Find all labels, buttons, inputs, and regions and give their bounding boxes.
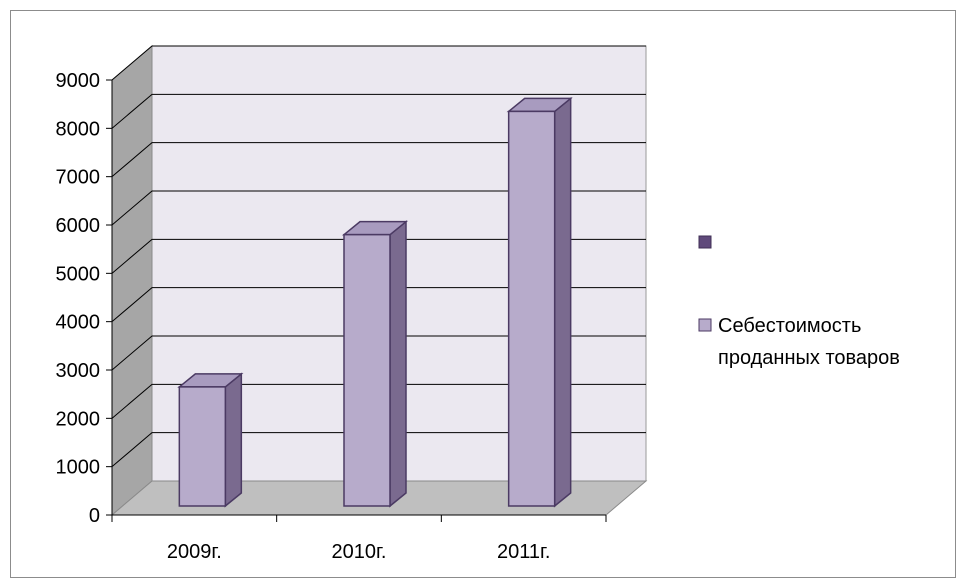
bar-side	[389, 220, 407, 508]
y-tick-label: 0	[89, 505, 100, 527]
bar-front	[178, 386, 227, 507]
legend-entry: Себестоимость проданных товаров	[698, 315, 900, 369]
y-tick-label: 7000	[56, 167, 101, 189]
gridline	[111, 45, 646, 81]
legend: Себестоимость проданных товаров	[698, 235, 900, 369]
gridlines	[111, 45, 646, 468]
gridline	[111, 383, 646, 419]
y-tick-label: 6000	[56, 215, 101, 237]
gridline	[111, 142, 646, 178]
bar-front	[343, 233, 391, 507]
x-category-label: 2009г.	[167, 541, 222, 563]
y-tick-label: 2000	[56, 408, 101, 430]
bars	[177, 96, 573, 508]
legend-swatch	[698, 318, 712, 332]
gridline	[111, 238, 646, 274]
bar-front	[507, 110, 556, 507]
y-tick-label: 9000	[56, 70, 101, 92]
bar	[177, 372, 244, 508]
y-tick-label: 3000	[56, 360, 101, 382]
bar-side	[224, 372, 243, 508]
x-axis-category-labels: 2009г. 2010г. 2011г.	[167, 541, 550, 563]
y-axis-tick-labels: 0 1000 2000 3000 4000 5000 6000 7000 8000 9000	[56, 70, 101, 527]
x-category-label: 2010г.	[332, 541, 387, 563]
bar-side	[553, 96, 572, 508]
gridline	[111, 190, 646, 226]
legend-swatch	[698, 235, 712, 249]
y-tick-label: 1000	[56, 457, 101, 479]
axes	[106, 79, 607, 522]
gridline	[111, 93, 646, 129]
y-tick-label: 8000	[56, 118, 101, 140]
x-category-label: 2011г.	[497, 541, 550, 563]
gridline	[111, 335, 646, 371]
gridline	[111, 432, 646, 468]
y-tick-label: 4000	[56, 312, 101, 334]
gridline	[111, 287, 646, 323]
bar	[506, 96, 573, 508]
bar	[341, 220, 409, 508]
legend-entry	[698, 235, 712, 249]
side-wall	[111, 44, 153, 517]
legend-label: Себестоимость проданных товаров	[718, 315, 900, 369]
y-tick-label: 5000	[56, 263, 101, 285]
